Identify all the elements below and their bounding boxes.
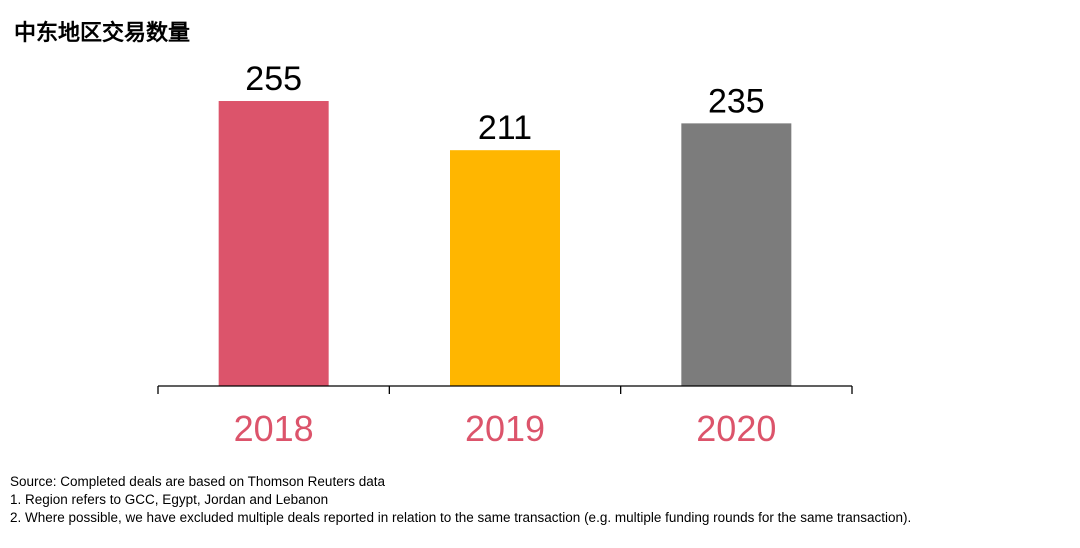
bar-2018	[218, 101, 329, 387]
chart-title: 中东地区交易数量	[14, 21, 191, 46]
footnote-1: 1. Region refers to GCC, Egypt, Jordan a…	[10, 492, 329, 507]
footnote-2: 2. Where possible, we have excluded mult…	[10, 510, 912, 525]
data-label-2020: 235	[708, 82, 765, 120]
bar-chart: 255 2018 211 2019 235 2020	[157, 60, 853, 449]
data-label-2019: 211	[478, 109, 532, 147]
bar-2019	[450, 150, 560, 386]
bar-2020	[681, 123, 792, 386]
source-note: Source: Completed deals are based on Tho…	[10, 474, 385, 489]
category-label-2018: 2018	[234, 408, 314, 449]
category-label-2020: 2020	[696, 408, 776, 449]
category-label-2019: 2019	[465, 408, 545, 449]
data-label-2018: 255	[245, 60, 302, 98]
footnotes: Source: Completed deals are based on Tho…	[10, 473, 911, 527]
